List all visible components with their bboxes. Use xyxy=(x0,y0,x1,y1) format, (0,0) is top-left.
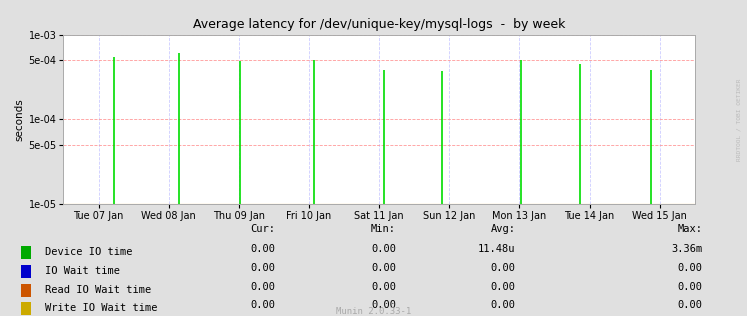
Text: Max:: Max: xyxy=(678,224,702,234)
Text: 0.00: 0.00 xyxy=(250,245,275,254)
Text: Device IO time: Device IO time xyxy=(45,247,132,258)
Text: 0.00: 0.00 xyxy=(250,301,275,310)
Text: Read IO Wait time: Read IO Wait time xyxy=(45,285,151,295)
Text: IO Wait time: IO Wait time xyxy=(45,266,120,276)
Title: Average latency for /dev/unique-key/mysql-logs  -  by week: Average latency for /dev/unique-key/mysq… xyxy=(193,18,565,31)
Y-axis label: seconds: seconds xyxy=(14,98,24,141)
Text: Write IO Wait time: Write IO Wait time xyxy=(45,303,158,313)
Text: Min:: Min: xyxy=(371,224,396,234)
Text: 3.36m: 3.36m xyxy=(671,245,702,254)
Text: Cur:: Cur: xyxy=(250,224,275,234)
Text: 0.00: 0.00 xyxy=(678,301,702,310)
Text: 0.00: 0.00 xyxy=(371,264,396,273)
Text: 0.00: 0.00 xyxy=(250,264,275,273)
Text: 0.00: 0.00 xyxy=(250,283,275,292)
Text: 0.00: 0.00 xyxy=(371,283,396,292)
Text: RRDTOOL / TOBI OETIKER: RRDTOOL / TOBI OETIKER xyxy=(737,79,742,161)
Text: 0.00: 0.00 xyxy=(371,301,396,310)
Text: 0.00: 0.00 xyxy=(491,283,515,292)
Text: Avg:: Avg: xyxy=(491,224,515,234)
Text: 0.00: 0.00 xyxy=(678,264,702,273)
Text: Munin 2.0.33-1: Munin 2.0.33-1 xyxy=(336,307,411,316)
Text: 0.00: 0.00 xyxy=(371,245,396,254)
Text: 0.00: 0.00 xyxy=(678,283,702,292)
Text: 11.48u: 11.48u xyxy=(478,245,515,254)
Text: 0.00: 0.00 xyxy=(491,301,515,310)
Text: 0.00: 0.00 xyxy=(491,264,515,273)
